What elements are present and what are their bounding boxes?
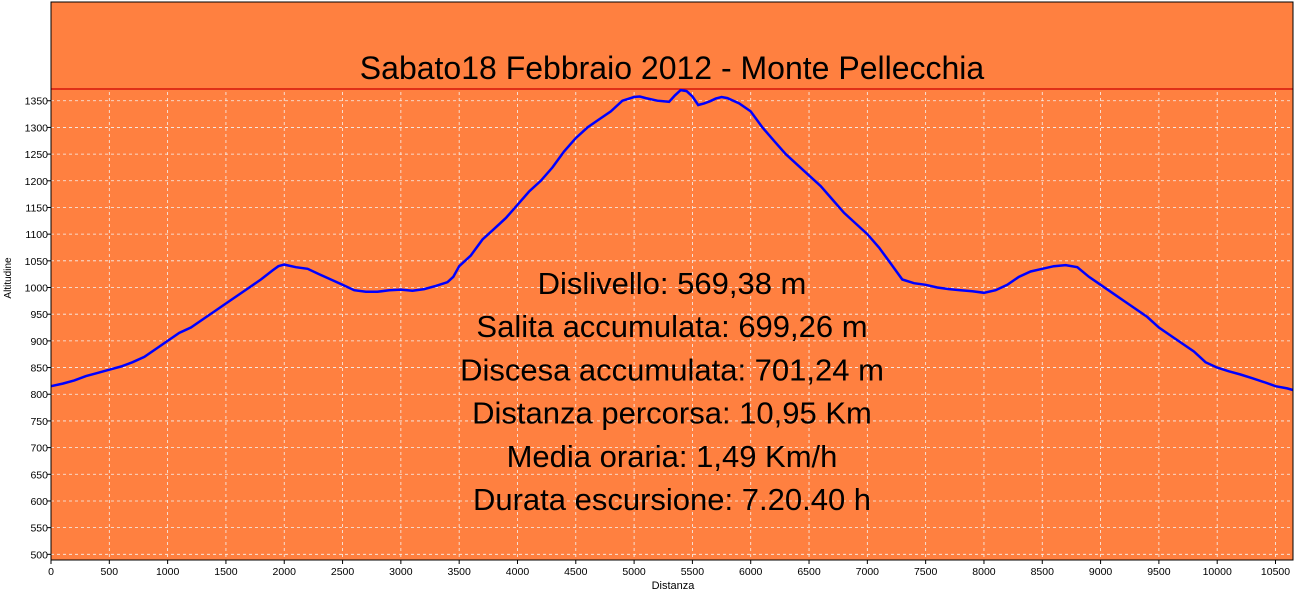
x-tick-label: 4000 bbox=[506, 566, 530, 578]
y-tick-label: 900 bbox=[30, 336, 48, 348]
x-tick-label: 5500 bbox=[681, 566, 705, 578]
x-tick-label: 7000 bbox=[856, 566, 880, 578]
y-tick-label: 700 bbox=[30, 443, 48, 455]
y-tick-label: 1100 bbox=[25, 229, 48, 241]
x-tick-label: 1000 bbox=[156, 566, 180, 578]
elevation-line bbox=[50, 88, 1294, 392]
x-tick-label: 10000 bbox=[1203, 566, 1232, 578]
x-tick-label: 2000 bbox=[273, 566, 297, 578]
y-axis-ticks: 500 550 600 650 700 750 800 850 900 950 1000 1050 11… bbox=[25, 96, 51, 561]
x-axis-label: Distanza bbox=[652, 580, 696, 592]
y-tick-label: 1350 bbox=[25, 96, 49, 108]
annotation-line: Distanza percorsa: 10,95 Km bbox=[472, 396, 872, 431]
plot-border bbox=[50, 1, 1294, 561]
y-tick-label: 1200 bbox=[25, 176, 49, 188]
y-tick-label: 600 bbox=[30, 496, 48, 508]
y-tick-label: 1250 bbox=[25, 149, 49, 161]
y-tick-label: 550 bbox=[30, 523, 48, 535]
y-tick-label: 950 bbox=[30, 309, 48, 321]
x-tick-label: 8000 bbox=[972, 566, 996, 578]
annotation-line: Media oraria: 1,49 Km/h bbox=[507, 439, 838, 474]
y-tick-label: 500 bbox=[30, 549, 48, 561]
x-tick-label: 10500 bbox=[1261, 566, 1290, 578]
y-tick-label: 1000 bbox=[25, 283, 49, 295]
y-tick-label: 800 bbox=[30, 389, 48, 401]
x-tick-label: 3000 bbox=[389, 566, 413, 578]
x-tick-label: 9000 bbox=[1089, 566, 1113, 578]
annotation-line: Durata escursione: 7.20.40 h bbox=[473, 482, 871, 517]
x-axis-ticks: 0 500 1000 1500 2000 2500 3000 3500 4000 4500 5000… bbox=[48, 560, 1290, 578]
x-tick-label: 7500 bbox=[914, 566, 938, 578]
y-tick-label: 650 bbox=[30, 469, 48, 481]
y-tick-label: 1300 bbox=[25, 122, 49, 134]
x-tick-label: 5000 bbox=[622, 566, 646, 578]
annotation-line: Discesa accumulata: 701,24 m bbox=[460, 352, 884, 387]
x-tick-label: 4500 bbox=[564, 566, 588, 578]
x-tick-label: 9500 bbox=[1147, 566, 1171, 578]
y-tick-label: 750 bbox=[30, 416, 48, 428]
y-tick-label: 1150 bbox=[25, 202, 48, 214]
x-tick-label: 3500 bbox=[447, 566, 471, 578]
y-axis-label: Altitudine bbox=[3, 257, 14, 299]
y-tick-label: 850 bbox=[30, 363, 48, 375]
y-tick-label: 1050 bbox=[25, 256, 49, 268]
x-tick-label: 6500 bbox=[797, 566, 821, 578]
x-tick-label: 6000 bbox=[739, 566, 763, 578]
x-tick-label: 2500 bbox=[331, 566, 355, 578]
grid bbox=[51, 92, 1293, 560]
annotation-line: Salita accumulata: 699,26 m bbox=[476, 309, 867, 344]
x-tick-label: 500 bbox=[101, 566, 119, 578]
x-tick-label: 8500 bbox=[1031, 566, 1055, 578]
annotation-line: Dislivello: 569,38 m bbox=[538, 266, 807, 301]
x-tick-label: 1500 bbox=[214, 566, 238, 578]
chart-title: Sabato18 Febbraio 2012 - Monte Pellecchi… bbox=[360, 50, 985, 86]
summary-annotations: Dislivello: 569,38 m Salita accumulata: 6… bbox=[460, 266, 884, 517]
x-tick-label: 0 bbox=[48, 566, 54, 578]
